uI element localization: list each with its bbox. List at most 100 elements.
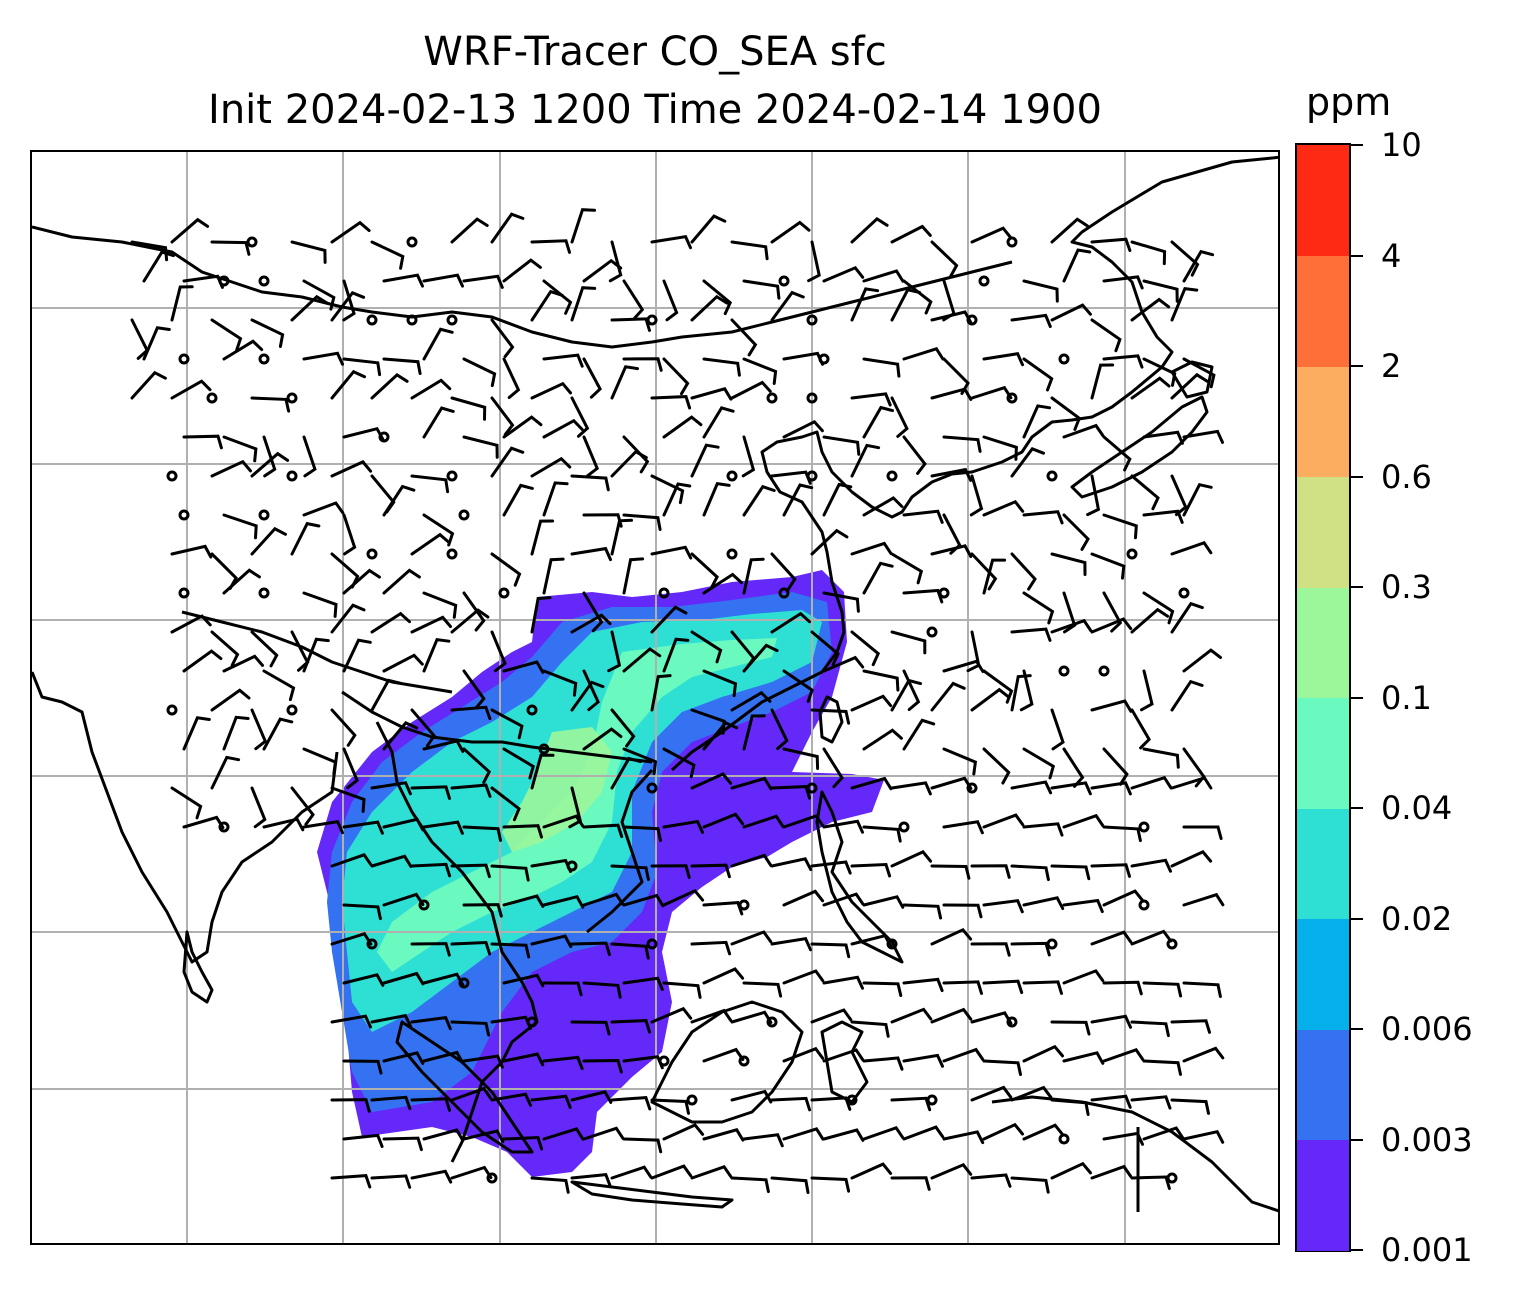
wind-barb — [1050, 618, 1093, 634]
wind-barb — [1182, 482, 1213, 517]
wind-barb — [342, 357, 382, 377]
wind-barb — [942, 820, 984, 835]
colorbar-segment — [1297, 145, 1349, 256]
wind-barb — [1142, 747, 1180, 769]
calm-marker — [806, 314, 818, 326]
wind-barb — [822, 1128, 865, 1142]
wind-barb — [570, 286, 597, 322]
wind-barb — [622, 825, 662, 842]
wind-barb — [342, 638, 372, 673]
calm-marker — [526, 1016, 538, 1028]
wind-barb — [1170, 1098, 1210, 1115]
colorbar-tick-label: 0.001 — [1381, 1231, 1473, 1269]
wind-barb — [622, 557, 645, 595]
wind-barb — [342, 1133, 384, 1148]
wind-barb — [982, 899, 1024, 914]
wind-barb — [1102, 435, 1132, 472]
wind-barb — [330, 853, 373, 868]
wind-barb — [690, 294, 729, 322]
wind-barb — [822, 975, 864, 990]
wind-barb — [330, 290, 366, 322]
calm-marker — [406, 314, 418, 326]
wind-barb — [730, 240, 769, 261]
wind-barb — [222, 435, 258, 463]
wind-barb — [1130, 1020, 1170, 1038]
wind-barb — [170, 544, 213, 559]
wind-barbs — [130, 208, 1225, 1194]
wind-barb — [1022, 980, 1063, 995]
wind-barb — [770, 470, 812, 485]
wind-barb — [370, 373, 409, 400]
wind-barb — [1050, 303, 1092, 322]
wind-barb — [662, 357, 690, 396]
wind-barb — [1062, 898, 1104, 914]
wind-barb — [782, 1046, 825, 1063]
colorbar-segment — [1297, 1029, 1349, 1140]
colorbar-tick-label: 0.6 — [1381, 457, 1432, 496]
wind-barb — [370, 1174, 412, 1189]
calm-marker — [366, 548, 378, 560]
wind-barb — [770, 785, 811, 800]
wind-barb — [890, 1176, 931, 1191]
wind-barb — [702, 482, 731, 517]
wind-barb — [410, 615, 452, 634]
calm-marker — [1058, 353, 1070, 365]
wind-barb — [890, 1007, 933, 1024]
wind-barb — [862, 405, 894, 439]
colorbar-tick — [1351, 1138, 1363, 1141]
calm-marker — [818, 353, 830, 365]
wind-barb — [1102, 354, 1144, 369]
wind-barb — [942, 980, 983, 995]
wind-barb — [542, 557, 565, 595]
coast-hokkaido — [1170, 360, 1214, 399]
wind-barb — [610, 317, 651, 332]
wind-barb — [370, 781, 412, 796]
wind-barb — [382, 817, 425, 832]
wind-barb — [422, 591, 458, 619]
wind-barb — [450, 1165, 493, 1180]
wind-barb — [570, 1090, 613, 1104]
coast-japan — [1070, 395, 1209, 499]
wind-barb — [1130, 376, 1171, 400]
wind-barb — [422, 273, 464, 288]
wind-barb — [542, 481, 569, 517]
calm-marker — [1138, 899, 1150, 911]
wind-barb — [462, 274, 504, 289]
wind-barb — [982, 558, 1007, 595]
wind-barb — [330, 552, 360, 589]
wind-barb — [1142, 509, 1184, 524]
wind-barb — [1090, 1094, 1132, 1109]
calm-marker — [646, 314, 658, 326]
wind-barb — [782, 669, 814, 703]
calm-marker — [806, 470, 818, 482]
calm-marker — [646, 938, 658, 950]
wind-barb — [902, 347, 945, 361]
wind-barb — [302, 591, 338, 618]
wind-barb — [902, 435, 927, 475]
wind-barb — [982, 352, 1024, 367]
wind-barb — [742, 714, 766, 751]
wind-barb — [970, 864, 1011, 879]
colorbar-tick — [1351, 144, 1363, 146]
wind-barb — [222, 513, 258, 540]
wind-barb — [850, 443, 881, 478]
wind-barb — [1050, 1098, 1090, 1116]
wind-barb — [182, 716, 211, 751]
wind-barb — [382, 568, 421, 595]
wind-barb — [250, 708, 268, 751]
calm-marker — [1046, 470, 1058, 482]
wind-barb — [607, 630, 622, 673]
colorbar-tick — [1351, 475, 1363, 478]
wind-barb — [382, 357, 422, 375]
calm-marker — [686, 1094, 698, 1106]
wind-barb — [1142, 1059, 1182, 1076]
calm-marker — [658, 1055, 670, 1067]
calm-marker — [1166, 1172, 1178, 1184]
wind-barb — [650, 235, 692, 250]
wind-barb — [730, 930, 773, 946]
wind-barb — [1142, 279, 1179, 303]
wind-barb — [1050, 1020, 1091, 1036]
wind-barb — [650, 474, 685, 505]
calm-marker — [486, 1172, 498, 1184]
calm-marker — [206, 392, 218, 404]
